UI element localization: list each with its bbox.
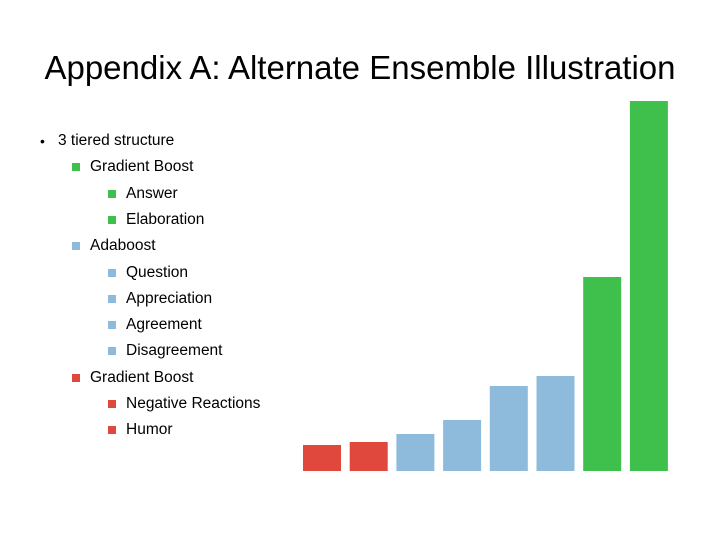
- square-bullet-icon: [108, 347, 116, 356]
- outline-item-label: Question: [126, 263, 189, 281]
- square-bullet-icon: [108, 426, 116, 435]
- outline-item: Agreement: [108, 312, 202, 338]
- outline-item: Humor: [108, 417, 173, 443]
- bar: [396, 434, 435, 471]
- bar: [583, 277, 622, 471]
- outline-item: Negative Reactions: [108, 391, 260, 417]
- outline-item-label: 3 tiered structure: [58, 132, 175, 149]
- outline-item: Gradient Boost: [72, 365, 193, 391]
- bar: [443, 420, 482, 471]
- outline-item-label: Disagreement: [126, 342, 223, 360]
- outline-item-label: Agreement: [126, 316, 202, 334]
- square-bullet-icon: [72, 163, 80, 172]
- square-bullet-icon: [108, 268, 116, 277]
- outline-item-label: Gradient Boost: [90, 158, 194, 176]
- square-bullet-icon: [108, 189, 116, 198]
- square-bullet-icon: [72, 373, 80, 382]
- slide-title: Appendix A: Alternate Ensemble Illustrat…: [44, 49, 676, 86]
- bar: [349, 442, 388, 471]
- outline-item-label: Elaboration: [126, 210, 205, 228]
- outline-item: Answer: [108, 181, 178, 207]
- outline-item: Gradient Boost: [72, 154, 193, 180]
- outline-item: Elaboration: [108, 207, 204, 233]
- outline-item-label: Negative Reactions: [126, 395, 261, 412]
- outline-item-label: Gradient Boost: [90, 368, 194, 386]
- square-bullet-icon: [108, 321, 116, 330]
- bullet-dot-icon: •: [40, 133, 45, 149]
- bar: [303, 445, 341, 471]
- square-bullet-icon: [72, 242, 80, 251]
- outline-item-label: Appreciation: [126, 289, 213, 307]
- square-bullet-icon: [108, 400, 116, 408]
- outline-item: • 3 tiered structure: [40, 128, 174, 154]
- square-bullet-icon: [108, 215, 116, 224]
- bar: [536, 376, 575, 471]
- outline-item: Adaboost: [72, 233, 156, 259]
- bar: [489, 386, 528, 471]
- square-bullet-icon: [108, 294, 116, 303]
- outline-item-label: Adaboost: [90, 237, 156, 255]
- outline-item: Disagreement: [108, 338, 223, 364]
- outline-item-label: Answer: [126, 184, 178, 202]
- outline-item: Appreciation: [108, 286, 212, 312]
- outline-item: Question: [108, 260, 188, 286]
- outline-item-label: Humor: [126, 421, 173, 439]
- bar: [629, 101, 668, 471]
